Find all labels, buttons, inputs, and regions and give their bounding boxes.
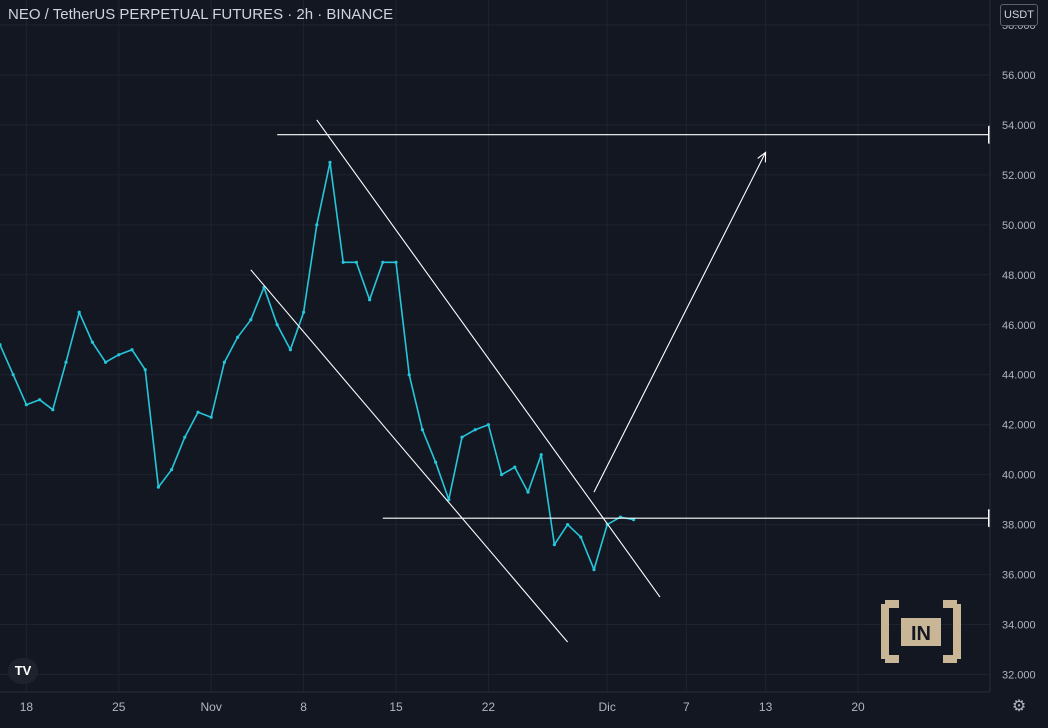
data-point (579, 535, 583, 539)
chart-title: NEO / TetherUS PERPETUAL FUTURES · 2h · … (8, 6, 394, 23)
projection-arrow-head (757, 151, 767, 163)
grid (0, 0, 990, 692)
data-point (368, 298, 372, 302)
data-point (566, 523, 570, 527)
time-axis: 18 25 Nov 8 15 22 Dic 7 13 20 (0, 691, 1048, 728)
x-tick-label: 20 (851, 700, 865, 714)
data-point (38, 398, 42, 402)
data-point (407, 373, 411, 377)
x-tick-label: 22 (482, 700, 496, 714)
x-tick-label: Nov (201, 700, 222, 714)
data-point (209, 415, 213, 419)
data-point (539, 453, 543, 457)
data-point (275, 323, 279, 327)
y-tick-label: 32.000 (1002, 670, 1036, 682)
data-point (341, 260, 345, 264)
data-point (420, 428, 424, 432)
data-point (51, 408, 55, 412)
data-point (90, 340, 94, 344)
x-tick-label: 15 (389, 700, 403, 714)
data-point (249, 318, 253, 322)
data-point (170, 468, 174, 472)
y-tick-label: 34.000 (1002, 620, 1036, 632)
data-point (526, 490, 530, 494)
y-tick-label: 50.000 (1002, 220, 1036, 232)
data-point (302, 310, 306, 314)
data-point (315, 223, 319, 227)
watermark-text: IN (911, 623, 931, 645)
data-point (381, 260, 385, 264)
x-tick-label: 18 (20, 700, 34, 714)
data-point (183, 435, 187, 439)
data-point (196, 410, 200, 414)
channel-line (316, 119, 661, 598)
data-point (460, 435, 464, 439)
currency-badge[interactable]: USDT (1000, 4, 1038, 26)
data-point (236, 335, 240, 339)
gear-icon[interactable]: ⚙ (1011, 698, 1027, 715)
y-tick-label: 40.000 (1002, 470, 1036, 482)
data-point (0, 343, 2, 347)
data-point (434, 460, 438, 464)
data-point (500, 473, 504, 477)
data-point (64, 360, 68, 364)
projection-arrow-line (593, 152, 767, 493)
data-point (77, 310, 81, 314)
data-point (328, 160, 332, 164)
y-tick-label: 56.000 (1002, 70, 1036, 82)
annotation-layer: 53.60838.258 (250, 119, 1042, 643)
watermark-logo: IN (881, 600, 961, 663)
x-tick-label: 13 (759, 700, 773, 714)
data-point (156, 485, 160, 489)
channel-line (250, 269, 569, 643)
price-axis: 32.000 34.000 36.000 38.000 40.000 42.000 44.0… (989, 0, 1048, 728)
data-point (447, 498, 451, 502)
data-point (394, 260, 398, 264)
y-tick-label: 42.000 (1002, 420, 1036, 432)
data-point (354, 260, 358, 264)
x-tick-label: 7 (683, 700, 690, 714)
y-tick-label: 44.000 (1002, 370, 1036, 382)
series-layer (0, 160, 636, 572)
data-point (104, 360, 108, 364)
time-axis-bg (0, 692, 1048, 728)
data-point (143, 368, 147, 372)
data-point (222, 360, 226, 364)
data-point (24, 403, 28, 407)
data-point (288, 348, 292, 352)
y-tick-label: 36.000 (1002, 570, 1036, 582)
price-axis-bg (990, 0, 1048, 728)
data-point (130, 348, 134, 352)
y-tick-label: 48.000 (1002, 270, 1036, 282)
data-point (486, 423, 490, 427)
y-tick-label: 46.000 (1002, 320, 1036, 332)
x-tick-label: 25 (112, 700, 126, 714)
data-point (592, 567, 596, 572)
y-tick-label: 38.000 (1002, 520, 1036, 532)
data-point (552, 543, 557, 547)
data-point (632, 518, 636, 522)
x-tick-label: Dic (599, 700, 616, 714)
data-point (473, 428, 477, 432)
data-point (513, 465, 517, 469)
data-point (117, 353, 121, 357)
tradingview-logo[interactable]: TV (8, 658, 38, 684)
data-point (11, 373, 15, 377)
x-tick-label: 8 (300, 700, 307, 714)
y-tick-label: 52.000 (1002, 170, 1036, 182)
y-tick-label: 54.000 (1002, 120, 1036, 132)
